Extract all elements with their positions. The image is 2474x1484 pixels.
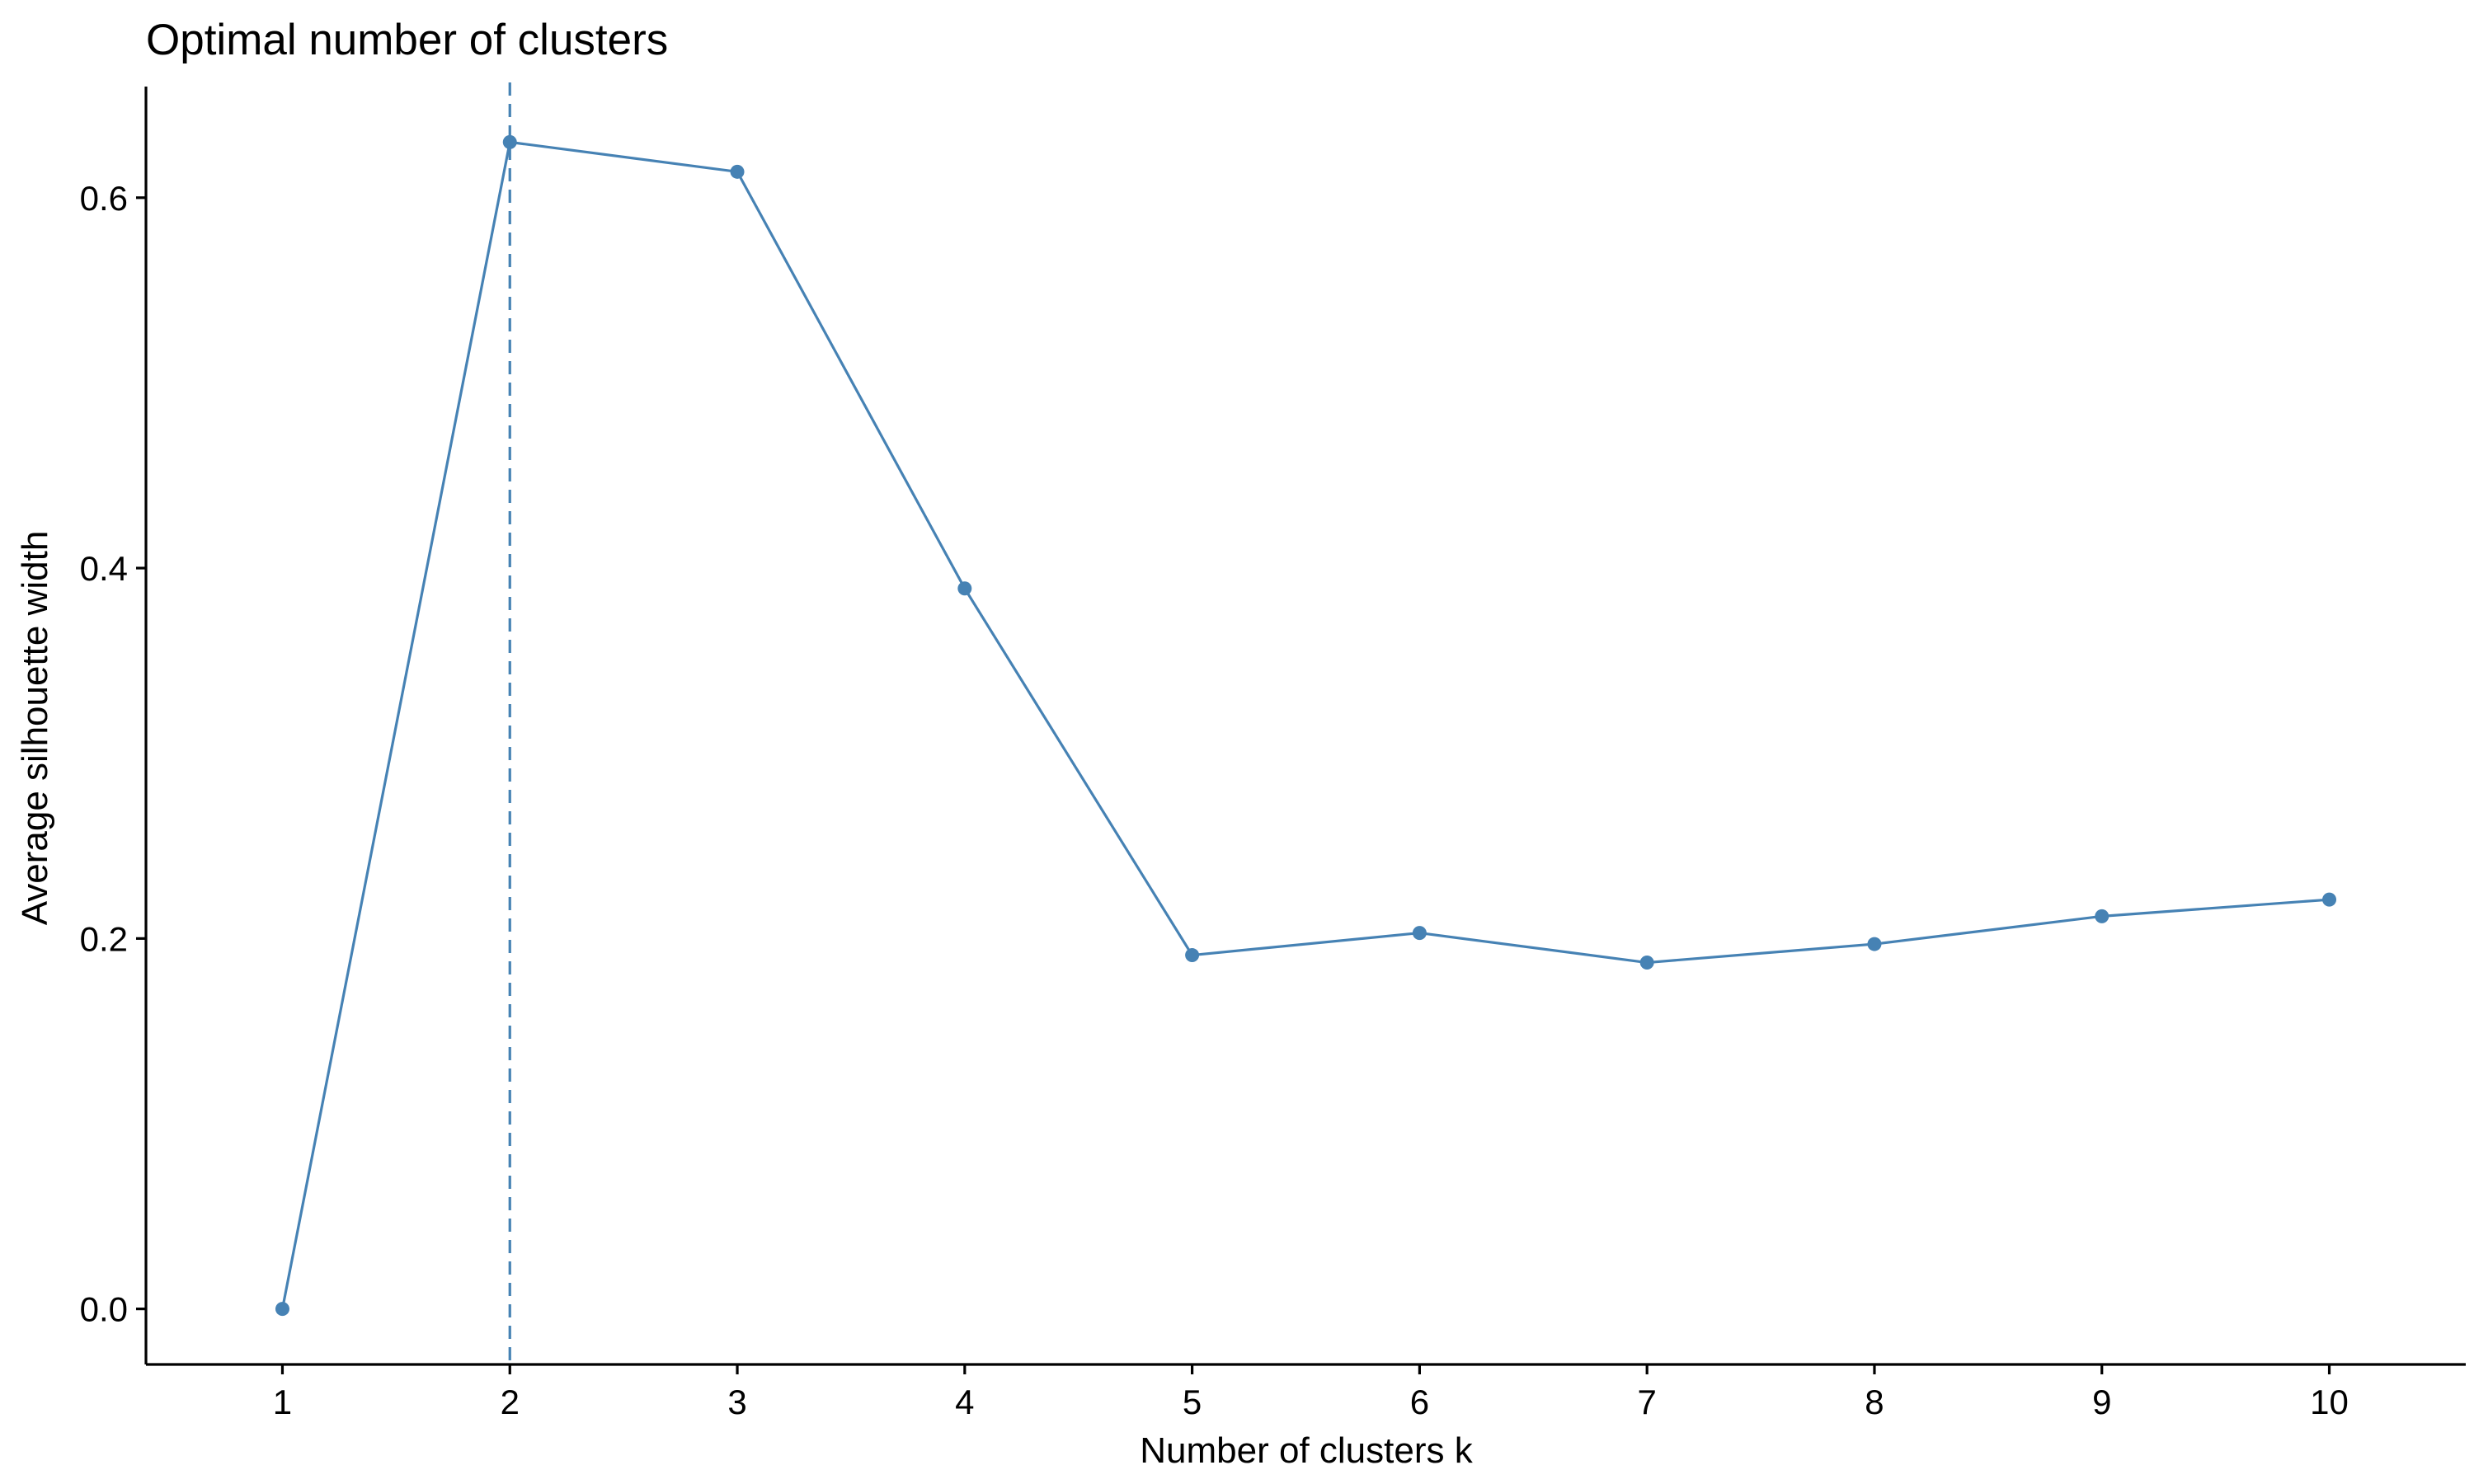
x-tick-label: 5 xyxy=(1183,1383,1202,1421)
x-tick-label: 1 xyxy=(273,1383,292,1421)
data-point xyxy=(1639,956,1654,970)
y-tick-label: 0.2 xyxy=(80,919,128,958)
x-tick-label: 4 xyxy=(955,1383,974,1421)
x-tick-label: 6 xyxy=(1410,1383,1429,1421)
data-point xyxy=(1185,948,1200,963)
chart-title: Optimal number of clusters xyxy=(146,16,668,64)
x-tick-label: 7 xyxy=(1637,1383,1656,1421)
y-tick-label: 0.4 xyxy=(80,549,128,588)
plot-area: 0.0 0.2 0.4 0.6 1 2 3 4 5 6 7 8 9 10 xyxy=(80,82,2466,1421)
data-point xyxy=(957,581,972,596)
y-axis-title: Average silhouette width xyxy=(15,531,55,926)
data-point xyxy=(730,164,745,179)
series-line xyxy=(280,140,2331,1311)
y-tick-label: 0.6 xyxy=(80,179,128,218)
data-point xyxy=(1867,937,1882,951)
data-point xyxy=(2095,909,2109,923)
y-tick-label: 0.0 xyxy=(80,1290,128,1329)
data-point xyxy=(1412,926,1427,941)
x-tick-label: 10 xyxy=(2310,1383,2349,1421)
data-point xyxy=(275,1302,289,1317)
data-point xyxy=(2322,892,2337,907)
x-tick-label: 2 xyxy=(501,1383,520,1421)
x-tick-label: 8 xyxy=(1865,1383,1884,1421)
data-point xyxy=(502,134,517,149)
x-tick-label: 3 xyxy=(727,1383,746,1421)
x-tick-label: 9 xyxy=(2092,1383,2111,1421)
x-axis-title: Number of clusters k xyxy=(1140,1430,1473,1471)
